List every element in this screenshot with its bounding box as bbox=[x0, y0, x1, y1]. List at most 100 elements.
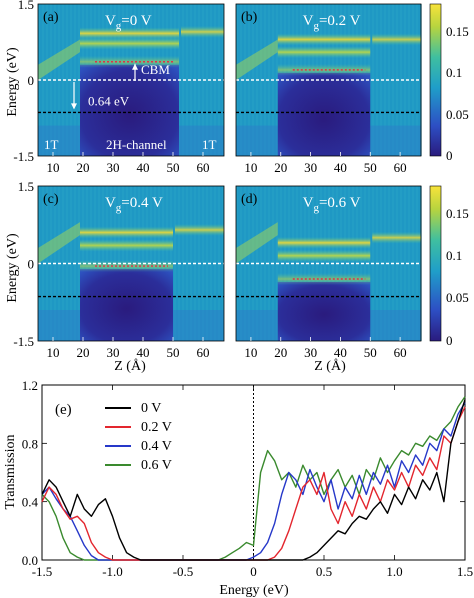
heatmap-x-tick-label: 30 bbox=[304, 345, 317, 360]
transmission-x-tick-label: -0.5 bbox=[173, 564, 194, 579]
heatmap-stripe bbox=[404, 4, 406, 156]
heatmap-conduction-band bbox=[277, 273, 371, 285]
legend-label: 0 V bbox=[141, 401, 161, 416]
heatmap-stripe bbox=[46, 186, 48, 341]
heatmap-x-label-right: Z (Å) bbox=[314, 358, 346, 374]
heatmap-left-1t-band bbox=[236, 222, 278, 264]
heatmap-stripe bbox=[384, 186, 386, 341]
cbm-label: CBM bbox=[141, 62, 170, 77]
heatmap-frame bbox=[235, 3, 422, 157]
heatmap-x-label-left: Z (Å) bbox=[114, 358, 146, 374]
transmission-plot: -1.5 -1.0 -0.5 0 0.5 1.0 1.5 0.0 0.4 0.8 1.2 0 V 0.2… bbox=[22, 378, 473, 579]
heatmap-x-tick-label: 50 bbox=[364, 160, 377, 175]
heatmap-frame bbox=[37, 185, 225, 342]
colorbar-top: 0.15 0.1 0.05 0 bbox=[429, 3, 469, 163]
transmission-y-tick-label: 0.4 bbox=[22, 495, 39, 510]
heatmap-y-label-top: Energy (eV) bbox=[5, 47, 20, 117]
heatmap-right-1t-band bbox=[181, 25, 224, 38]
transmission-x-tick-label: 0.5 bbox=[316, 564, 332, 579]
heatmap-y-tick-label: 1.5 bbox=[18, 179, 34, 194]
heatmap-stripe bbox=[344, 186, 346, 341]
heatmap-conduction-band bbox=[277, 249, 371, 262]
transmission-series-line bbox=[41, 399, 466, 561]
transmission-x-label: Energy (eV) bbox=[219, 583, 289, 598]
heatmap-vg-label: Vg=0.6 V bbox=[303, 195, 361, 214]
transmission-legend: 0 V 0.2 V 0.4 V 0.6 V bbox=[105, 401, 172, 473]
heatmap-stripe bbox=[404, 186, 406, 341]
heatmap-stripe bbox=[206, 186, 208, 341]
panel-tag-e: (e) bbox=[55, 402, 72, 418]
heatmap-conduction-band bbox=[277, 236, 371, 249]
heatmap-vg-label: Vg=0.4 V bbox=[105, 195, 163, 214]
heatmap-x-tick-label: 40 bbox=[137, 160, 150, 175]
colorbar-bottom: 0.15 0.1 0.05 0 bbox=[429, 185, 469, 348]
heatmap-panel-tag: (a) bbox=[43, 10, 59, 25]
heatmap-frame bbox=[37, 3, 225, 157]
colorbar-top-tick-3: 0 bbox=[446, 148, 453, 163]
heatmap-gap-region bbox=[80, 269, 173, 341]
heatmap-x-tick-label: 30 bbox=[107, 345, 120, 360]
heatmap-conduction-band bbox=[277, 63, 371, 76]
heatmap-stripe bbox=[66, 4, 68, 156]
transmission-series-line bbox=[41, 402, 466, 561]
heatmap-x-tick-label: 10 bbox=[244, 160, 257, 175]
heatmap-stripe bbox=[46, 4, 48, 156]
heatmap-conduction-band bbox=[277, 46, 371, 59]
transmission-y-tick-label: 1.2 bbox=[22, 378, 38, 393]
colorbar-bottom-tick-2: 0.05 bbox=[446, 290, 469, 305]
heatmap-y-tick-label: 0 bbox=[28, 73, 35, 88]
heatmap-gap-region bbox=[277, 72, 371, 156]
offset-label: 0.64 eV bbox=[88, 93, 130, 108]
heatmap-x-tick-label: 50 bbox=[364, 345, 377, 360]
heatmap-panel-3: 10 20 30 40 50 60 1.5 0 -1.5 (c) Vg=0.4 V bbox=[13, 179, 225, 360]
legend-label: 0.2 V bbox=[141, 420, 172, 435]
heatmap-x-tick-label: 40 bbox=[137, 345, 150, 360]
heatmap-right-1t-band bbox=[175, 223, 224, 236]
heatmap-x-tick-label: 60 bbox=[197, 160, 210, 175]
transmission-y-tick-label: 0.8 bbox=[22, 436, 38, 451]
colorbar-bottom-tick-1: 0.1 bbox=[446, 248, 462, 263]
heatmap-panels: 10 20 30 40 50 60 1.5 0 -1.5 (a) Vg=0 V CBM 0.64 eV 1… bbox=[13, 0, 422, 360]
transmission-x-tick-label: 1.5 bbox=[457, 564, 473, 579]
heatmap-x-tick-label: 40 bbox=[334, 345, 347, 360]
heatmap-right-1t-band bbox=[372, 33, 421, 46]
colorbar-top-tick-1: 0.1 bbox=[446, 65, 462, 80]
transmission-x-tick-label: 0 bbox=[250, 564, 257, 579]
heatmap-conduction-band bbox=[80, 27, 179, 40]
colorbar-bottom-tick-3: 0 bbox=[446, 333, 453, 348]
legend-label: 0.4 V bbox=[141, 439, 172, 454]
cbm-arrow-head bbox=[132, 63, 138, 70]
heatmap-x-tick-label: 50 bbox=[167, 345, 180, 360]
heatmap-panel-1: 10 20 30 40 50 60 1.5 0 -1.5 (a) Vg=0 V CBM 0.64 eV 1… bbox=[13, 0, 225, 175]
heatmap-gap-region bbox=[277, 282, 371, 341]
heatmap-left-1t-band bbox=[38, 39, 80, 80]
heatmap-y-tick-label: -1.5 bbox=[13, 334, 34, 349]
heatmap-stripe bbox=[384, 4, 386, 156]
heatmap-x-tick-label: 10 bbox=[244, 345, 257, 360]
heatmap-stripe bbox=[304, 186, 306, 341]
heatmap-panel-2: 10 20 30 40 50 60 (b) Vg=0.2 V bbox=[235, 3, 422, 175]
transmission-x-tick-label: -1.0 bbox=[102, 564, 123, 579]
heatmap-right-1t-band bbox=[372, 231, 421, 244]
heatmap-x-tick-label: 40 bbox=[334, 160, 347, 175]
legend-label: 0.6 V bbox=[141, 458, 172, 473]
heatmap-conduction-band bbox=[277, 33, 371, 46]
heatmap-y-tick-label: -1.5 bbox=[13, 149, 34, 164]
heatmap-x-tick-label: 20 bbox=[274, 345, 287, 360]
colorbar-top-tick-0: 0.15 bbox=[446, 24, 469, 39]
heatmap-panel-tag: (b) bbox=[241, 10, 258, 25]
heatmap-panel-4: 10 20 30 40 50 60 (d) Vg=0.6 V bbox=[235, 185, 422, 360]
heatmap-x-tick-label: 50 bbox=[167, 160, 180, 175]
heatmap-panel-tag: (d) bbox=[241, 192, 258, 207]
colorbar-top-gradient bbox=[429, 3, 442, 157]
heatmap-left-1t-band bbox=[236, 39, 278, 80]
heatmap-stripe bbox=[244, 186, 246, 341]
colorbar-bottom-gradient bbox=[429, 185, 442, 342]
region-label-channel: 2H-channel bbox=[106, 137, 167, 152]
heatmap-x-tick-label: 60 bbox=[197, 345, 210, 360]
colorbar-bottom-tick-0: 0.15 bbox=[446, 206, 469, 221]
offset-arrow-head bbox=[71, 103, 77, 110]
heatmap-x-tick-label: 20 bbox=[77, 345, 90, 360]
heatmap-stripe bbox=[364, 186, 366, 341]
